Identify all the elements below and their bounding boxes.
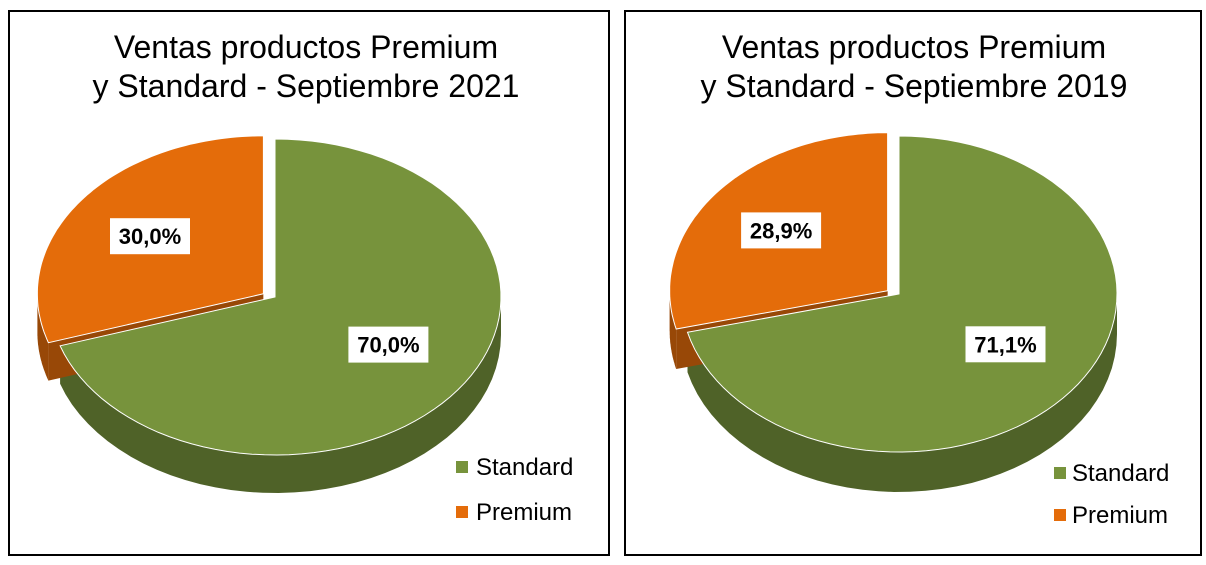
data-label-standard: 70,0% [348, 326, 429, 363]
chart-panel-2021: Ventas productos Premium y Standard - Se… [8, 10, 610, 556]
chart-title-line-2: y Standard - Septiembre 2021 [93, 68, 520, 104]
chart-title-line-2: y Standard - Septiembre 2019 [701, 68, 1128, 104]
chart-panel-2019: Ventas productos Premium y Standard - Se… [624, 10, 1202, 556]
slice-standard [59, 138, 502, 456]
legend-label-premium: Premium [1072, 502, 1168, 529]
slice-standard [686, 135, 1118, 453]
pie-slices: 71,1% 28,9% [669, 132, 1118, 492]
legend-swatch-standard [1054, 467, 1066, 479]
data-label-premium: 30,0% [110, 218, 190, 255]
slice-side-standard [60, 297, 501, 493]
slice-side-standard [687, 294, 1117, 492]
pie-chart-2019: Ventas productos Premium y Standard - Se… [669, 29, 1169, 529]
legend-swatch-premium [1054, 509, 1066, 521]
legend-swatch-premium [456, 506, 468, 518]
legend: Standard Premium [1054, 460, 1169, 529]
legend: Standard Premium [456, 454, 573, 526]
chart-title-line-1: Ventas productos Premium [114, 29, 498, 65]
pie-chart-2021: Ventas productos Premium y Standard - Se… [36, 29, 573, 526]
data-label-text: 28,9% [750, 218, 812, 243]
chart-title-line-1: Ventas productos Premium [722, 29, 1106, 65]
data-label-standard: 71,1% [965, 326, 1046, 363]
legend-swatch-standard [456, 461, 468, 473]
data-label-premium: 28,9% [741, 212, 822, 249]
data-label-text: 71,1% [974, 332, 1036, 357]
legend-label-standard: Standard [476, 454, 573, 481]
data-label-text: 70,0% [357, 333, 419, 358]
legend-label-premium: Premium [476, 499, 572, 526]
legend-label-standard: Standard [1072, 460, 1169, 487]
data-label-text: 30,0% [119, 224, 181, 249]
pie-slices: 70,0% 30,0% [36, 135, 502, 493]
